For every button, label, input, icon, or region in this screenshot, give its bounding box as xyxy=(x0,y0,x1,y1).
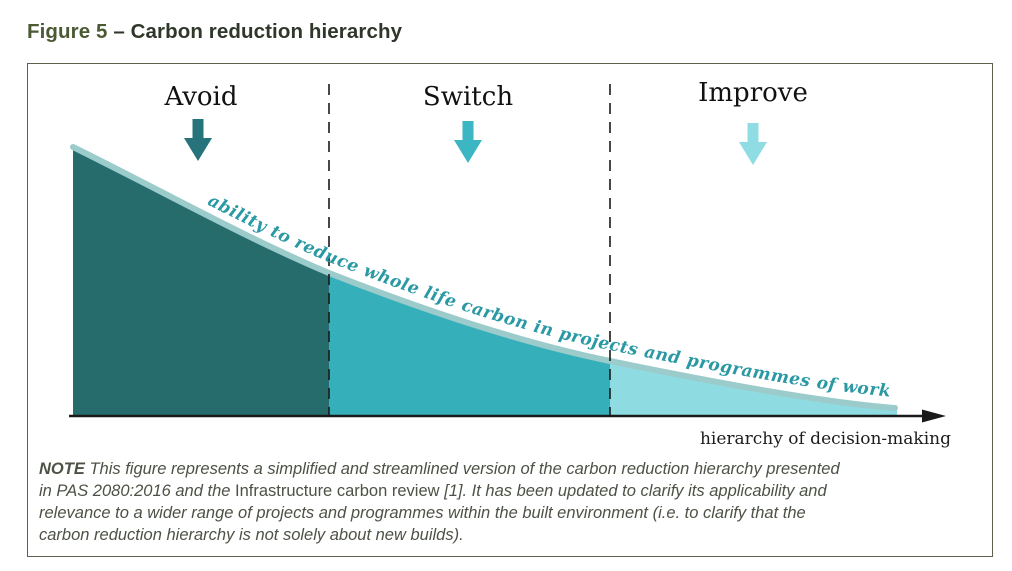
note-text-4: carbon reduction hierarchy is not solely… xyxy=(39,526,464,544)
figure-box: Avoid Switch Improve ability to reduce w… xyxy=(27,63,993,557)
figure-caption-separator: – xyxy=(113,20,125,43)
note-text-1: This figure represents a simplified and … xyxy=(89,460,840,478)
figure-caption: Figure 5 – Carbon reduction hierarchy xyxy=(27,20,402,44)
note-text-2b: [1]. It has been updated to clarify its … xyxy=(444,482,827,500)
stage-label-switch: Switch xyxy=(423,82,513,112)
figure-caption-label: Figure 5 xyxy=(27,20,108,43)
stage-label-avoid: Avoid xyxy=(163,82,237,112)
down-arrow-improve-icon xyxy=(739,123,767,165)
x-axis-arrowhead-icon xyxy=(922,409,946,423)
down-arrow-switch-icon xyxy=(454,121,482,163)
x-axis-label: hierarchy of decision-making xyxy=(700,429,951,449)
figure-note: NOTE This figure represents a simplified… xyxy=(28,458,992,546)
curve-region-switch xyxy=(329,273,610,415)
note-line-2: in PAS 2080:2016 and the Infrastructure … xyxy=(39,480,972,502)
note-text-3: relevance to a wider range of projects a… xyxy=(39,504,806,522)
stage-label-improve: Improve xyxy=(698,78,808,108)
decay-curve-stroke xyxy=(70,144,898,411)
note-line-3: relevance to a wider range of projects a… xyxy=(39,502,972,524)
down-arrow-avoid-icon xyxy=(184,119,212,161)
figure-caption-title: Carbon reduction hierarchy xyxy=(130,20,403,43)
curve-region-avoid xyxy=(73,147,329,415)
note-text-2a: in PAS 2080:2016 and the xyxy=(39,482,231,500)
note-line-1: NOTE This figure represents a simplified… xyxy=(39,458,972,480)
note-line-4: carbon reduction hierarchy is not solely… xyxy=(39,524,972,546)
note-label: NOTE xyxy=(39,460,85,478)
carbon-hierarchy-diagram: Avoid Switch Improve ability to reduce w… xyxy=(69,78,951,449)
note-reference-title: Infrastructure carbon review xyxy=(235,482,440,500)
